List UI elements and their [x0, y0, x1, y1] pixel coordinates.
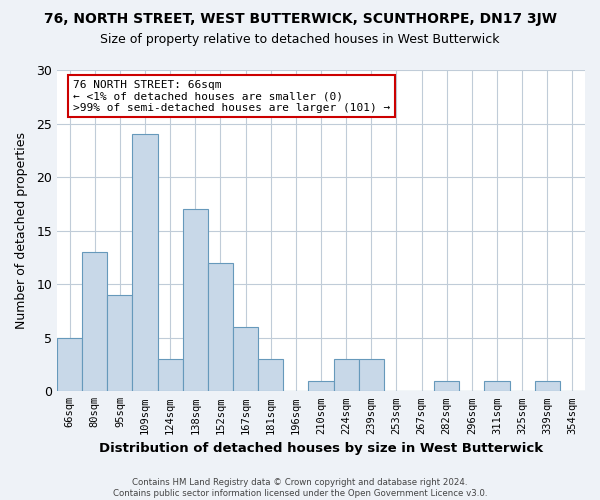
Text: Contains HM Land Registry data © Crown copyright and database right 2024.
Contai: Contains HM Land Registry data © Crown c…	[113, 478, 487, 498]
Bar	[208, 263, 233, 392]
X-axis label: Distribution of detached houses by size in West Butterwick: Distribution of detached houses by size …	[99, 442, 543, 455]
Bar	[258, 359, 283, 392]
Text: Size of property relative to detached houses in West Butterwick: Size of property relative to detached ho…	[100, 32, 500, 46]
Bar	[57, 338, 82, 392]
Text: 76 NORTH STREET: 66sqm
← <1% of detached houses are smaller (0)
>99% of semi-det: 76 NORTH STREET: 66sqm ← <1% of detached…	[73, 80, 390, 113]
Text: 76, NORTH STREET, WEST BUTTERWICK, SCUNTHORPE, DN17 3JW: 76, NORTH STREET, WEST BUTTERWICK, SCUNT…	[44, 12, 557, 26]
Bar	[158, 359, 183, 392]
Bar	[82, 252, 107, 392]
Bar	[183, 209, 208, 392]
Bar	[484, 380, 509, 392]
Y-axis label: Number of detached properties: Number of detached properties	[15, 132, 28, 329]
Bar	[334, 359, 359, 392]
Bar	[434, 380, 460, 392]
Bar	[359, 359, 384, 392]
Bar	[535, 380, 560, 392]
Bar	[133, 134, 158, 392]
Bar	[233, 327, 258, 392]
Bar	[308, 380, 334, 392]
Bar	[107, 295, 133, 392]
